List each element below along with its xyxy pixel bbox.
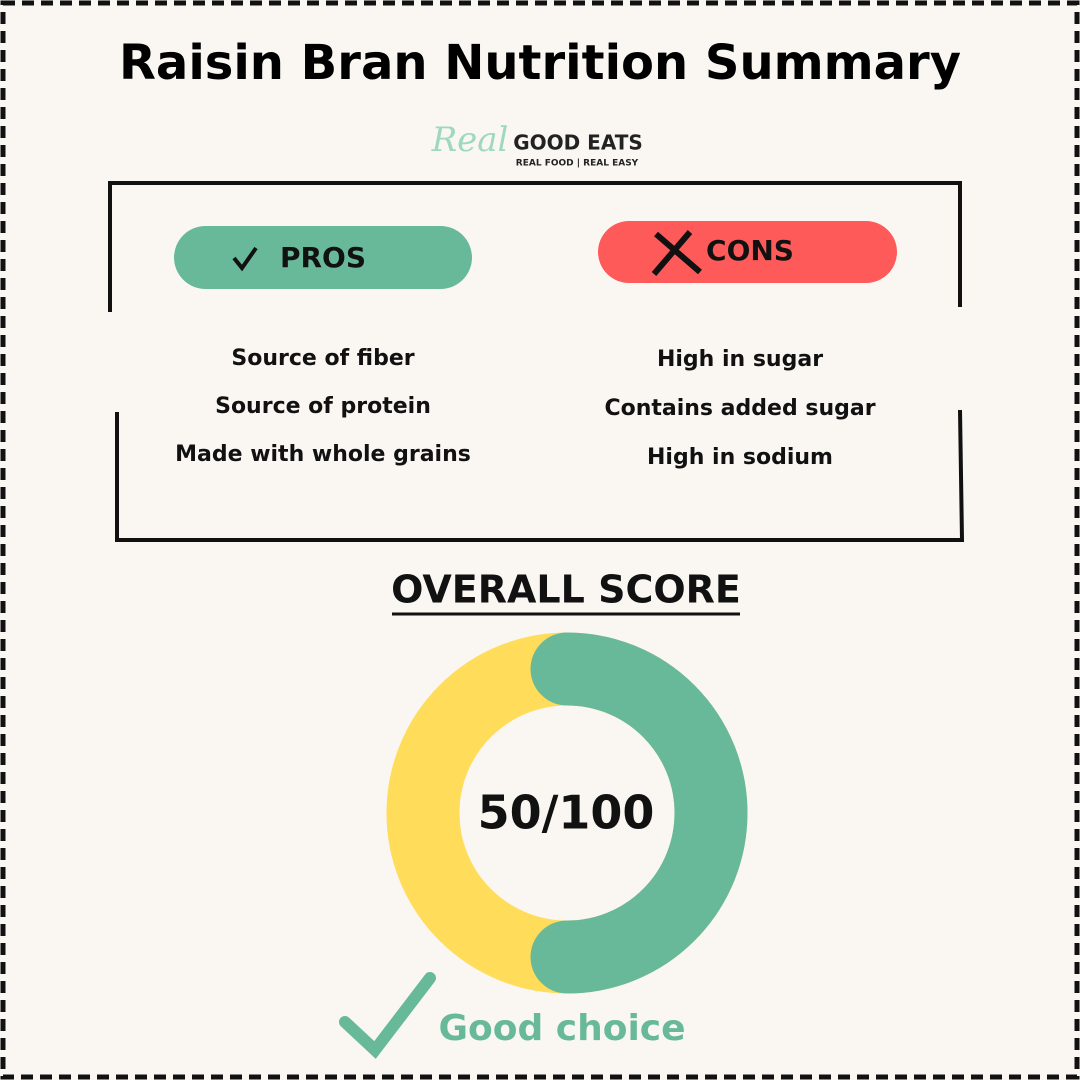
logo-script: Real — [431, 120, 509, 160]
score-label: 50/100 — [478, 786, 655, 840]
score-heading: OVERALL SCORE — [391, 568, 741, 612]
pros-pill — [174, 226, 472, 289]
x-icon — [651, 230, 702, 276]
box — [108, 181, 965, 542]
title: Raisin Bran Nutrition Summary — [119, 35, 961, 91]
cons-label: CONS — [706, 234, 794, 267]
lists: Source of fiber Source of protein Made wit… — [175, 346, 876, 470]
con-item: Contains added sugar — [604, 396, 875, 421]
box-bottom — [115, 409, 965, 542]
logo-tagline: REAL FOOD | REAL EASY — [516, 159, 639, 169]
con-item: High in sugar — [657, 347, 823, 372]
box-top — [108, 181, 962, 312]
logo-name: GOOD EATS — [513, 131, 643, 155]
pro-item: Source of fiber — [231, 346, 414, 371]
verdict: Good choice — [438, 1008, 685, 1049]
check-icon — [232, 246, 258, 272]
verdict-check — [339, 972, 436, 1059]
pros-label: PROS — [280, 241, 366, 274]
pro-item: Made with whole grains — [175, 442, 471, 467]
pro-item: Source of protein — [215, 394, 431, 419]
score-arc — [530, 632, 748, 994]
con-item: High in sodium — [647, 445, 833, 470]
cons-pill — [598, 221, 897, 283]
